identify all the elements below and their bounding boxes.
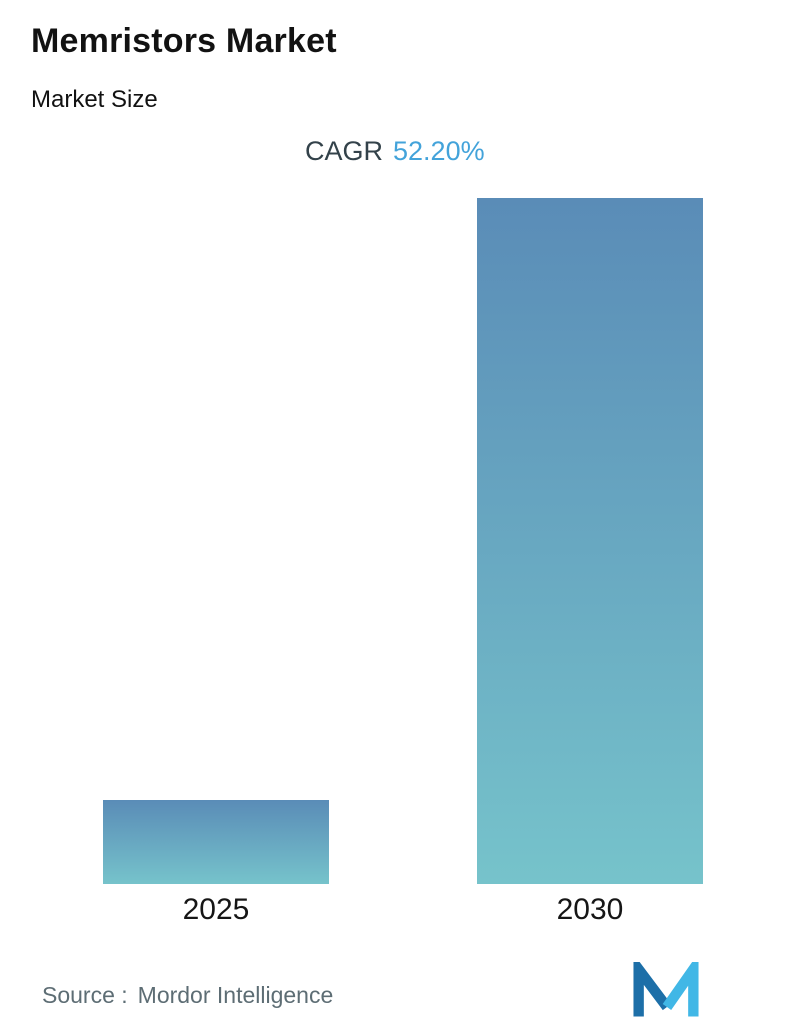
- source-value: Mordor Intelligence: [137, 982, 334, 1008]
- mordor-intelligence-logo-icon: [633, 962, 699, 1017]
- bar-2025: [103, 800, 329, 884]
- cagr-label: CAGR: [305, 136, 384, 166]
- cagr-line: CAGR 52.20%: [305, 136, 485, 167]
- cagr-value: 52.20%: [393, 136, 485, 166]
- chart-subtitle: Market Size: [31, 86, 158, 113]
- source-label: Source :: [42, 982, 128, 1008]
- x-axis-label-2030: 2030: [556, 893, 624, 926]
- bar-chart-plot-area: [103, 198, 703, 884]
- source-attribution: Source : Mordor Intelligence: [42, 982, 333, 1009]
- x-axis-label-2025: 2025: [182, 893, 250, 926]
- page-title: Memristors Market: [31, 22, 337, 60]
- bar-2030: [477, 198, 703, 884]
